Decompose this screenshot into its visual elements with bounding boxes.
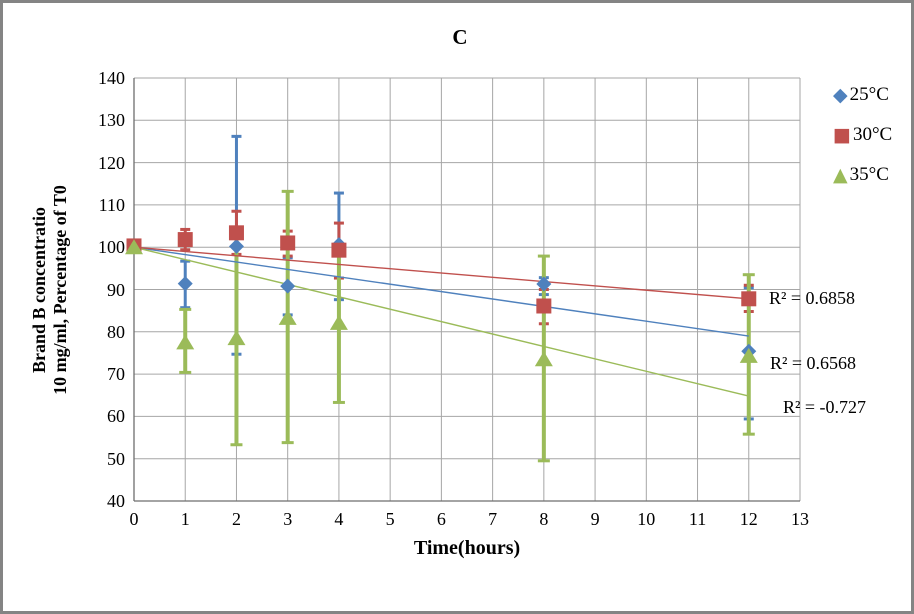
data-point-marker (536, 276, 552, 292)
data-point-marker (280, 235, 296, 251)
square-icon: ■ (833, 123, 851, 146)
x-tick-label: 4 (334, 509, 344, 529)
x-tick-label: 7 (488, 509, 498, 529)
legend-label: 35°C (849, 164, 889, 185)
x-tick-label: 0 (129, 509, 139, 529)
x-tick-label: 5 (385, 509, 395, 529)
legend-label: 30°C (852, 124, 893, 145)
x-tick-label: 8 (539, 509, 549, 529)
data-point-marker (177, 232, 193, 248)
y-tick-label: 140 (98, 68, 125, 88)
data-point-marker (125, 239, 143, 255)
y-tick-label: 70 (107, 364, 125, 385)
trendline (133, 246, 749, 337)
trendline (133, 246, 749, 300)
x-axis-title: Time(hours) (413, 537, 521, 559)
r2-annotation: R² = 0.6568 (770, 353, 857, 373)
x-tick-label: 1 (180, 509, 190, 529)
data-point-marker (741, 291, 757, 307)
data-point-marker (228, 225, 244, 241)
x-tick-label: 6 (436, 509, 446, 529)
r2-annotation: R² = -0.727 (783, 397, 867, 417)
data-point-marker (280, 278, 296, 294)
y-tick-label: 80 (107, 321, 125, 342)
diamond-icon: ◆ (833, 83, 848, 106)
x-tick-label: 10 (637, 509, 656, 529)
x-tick-label: 12 (739, 509, 758, 529)
legend-item: ■ 30°C (833, 122, 892, 148)
legend-item: ▲ 35°C (833, 162, 892, 188)
x-tick-label: 9 (590, 509, 600, 529)
data-point-marker (534, 351, 553, 367)
r2-annotation: R² = 0.6858 (769, 288, 856, 308)
data-point-marker (739, 347, 758, 363)
x-tick-label: 2 (231, 509, 241, 529)
y-tick-label: 120 (98, 152, 125, 173)
data-point-marker (228, 238, 244, 254)
data-point-marker (176, 334, 195, 350)
y-tick-label: 40 (107, 491, 125, 511)
data-point-marker (177, 276, 193, 292)
data-point-marker (331, 242, 347, 258)
y-tick-label: 110 (98, 194, 125, 215)
y-tick-label: 50 (107, 448, 125, 469)
y-tick-label: 90 (107, 279, 125, 300)
x-tick-label: 13 (791, 509, 809, 529)
x-tick-label: 3 (283, 509, 293, 529)
legend: ◆ 25°C ■ 30°C ▲ 35°C (833, 82, 892, 202)
data-point-marker (536, 298, 552, 314)
legend-label: 25°C (849, 84, 889, 105)
triangle-icon: ▲ (833, 163, 848, 186)
data-point-marker (227, 330, 246, 346)
plot-area (125, 77, 801, 502)
trendline (133, 246, 749, 397)
y-tick-label: 100 (98, 237, 125, 258)
data-point-marker (278, 309, 297, 325)
x-tick-label: 11 (688, 509, 707, 529)
chart-title: C (452, 25, 468, 49)
y-tick-label: 130 (98, 110, 125, 131)
legend-item: ◆ 25°C (833, 82, 892, 108)
data-point-marker (329, 314, 348, 330)
y-tick-label: 60 (107, 406, 125, 427)
